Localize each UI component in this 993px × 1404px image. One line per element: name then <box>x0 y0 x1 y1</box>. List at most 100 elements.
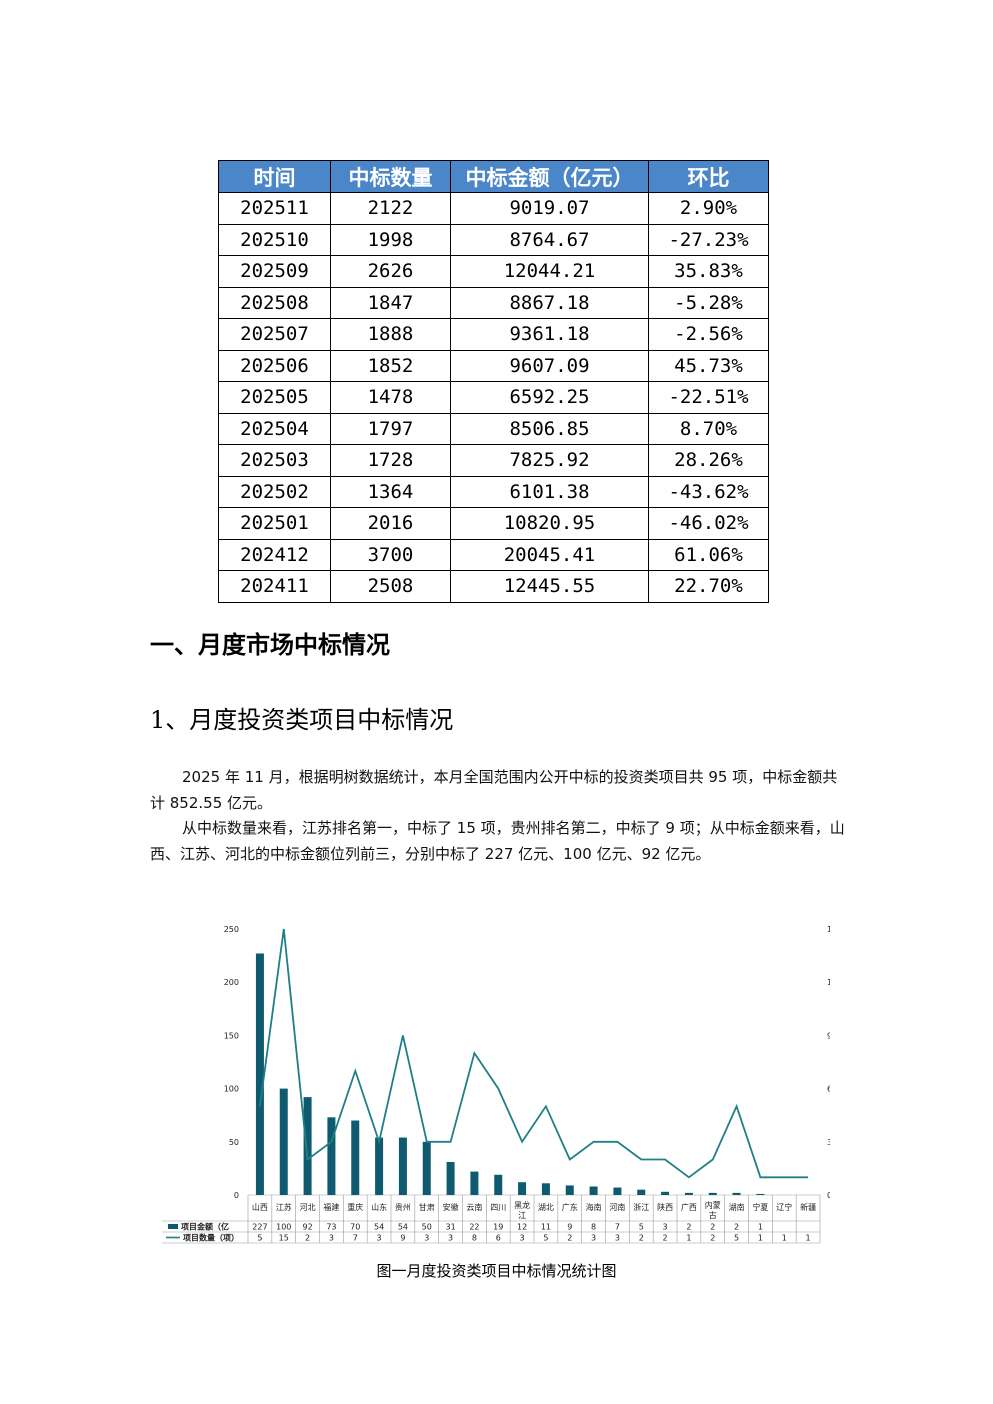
cell-mom: 22.70% <box>648 570 769 603</box>
category-label: 福建 <box>323 1202 339 1212</box>
data-label-amount: 7 <box>615 1223 620 1232</box>
data-label-count: 3 <box>424 1234 429 1243</box>
section-heading: 一、月度市场中标情况 <box>150 631 390 659</box>
cell-time: 202411 <box>218 570 331 603</box>
category-label: 重庆 <box>347 1202 363 1212</box>
table-row: 202504 1797 8506.85 8.70% <box>218 412 769 445</box>
header-mom: 环比 <box>648 160 769 193</box>
category-label: 陕西 <box>657 1202 673 1212</box>
data-label-count: 2 <box>567 1234 572 1243</box>
cell-time: 202502 <box>218 475 331 508</box>
cell-amount: 7825.92 <box>450 444 649 477</box>
table-row: 202502 1364 6101.38 -43.62% <box>218 475 769 508</box>
cell-amount: 12445.55 <box>450 570 649 603</box>
right-axis-tick: 0 <box>827 1191 830 1200</box>
cell-count: 3700 <box>330 538 451 571</box>
data-label-count: 3 <box>520 1234 525 1243</box>
data-label-amount: 227 <box>252 1223 267 1232</box>
cell-mom: -27.23% <box>648 223 769 256</box>
cell-count: 1797 <box>330 412 451 445</box>
legend-label-amount: 项目金额（亿 <box>181 1222 229 1232</box>
data-label-amount: 70 <box>350 1223 360 1232</box>
data-label-count: 2 <box>305 1234 310 1243</box>
data-label-count: 2 <box>663 1234 668 1243</box>
cell-mom: -2.56% <box>648 318 769 351</box>
cell-amount: 9361.18 <box>450 318 649 351</box>
data-label-amount: 50 <box>422 1223 432 1232</box>
cell-mom: -46.02% <box>648 507 769 540</box>
cell-count: 1478 <box>330 381 451 414</box>
bar-amount <box>327 1117 336 1195</box>
left-axis-tick: 50 <box>229 1138 239 1147</box>
category-label: 湖南 <box>729 1202 745 1212</box>
bar-amount <box>565 1185 574 1195</box>
table-row: 202509 2626 12044.21 35.83% <box>218 255 769 288</box>
data-label-count: 8 <box>472 1234 477 1243</box>
subsection-heading: 1、月度投资类项目中标情况 <box>150 706 454 734</box>
cell-count: 1847 <box>330 286 451 319</box>
bar-amount <box>351 1120 360 1195</box>
category-label: 江苏 <box>276 1202 292 1212</box>
data-label-count: 7 <box>353 1234 358 1243</box>
data-label-amount: 11 <box>541 1223 551 1232</box>
data-label-amount: 31 <box>445 1223 455 1232</box>
category-label: 山西 <box>252 1202 268 1212</box>
category-label: 新疆 <box>800 1202 816 1212</box>
cell-mom: 45.73% <box>648 349 769 382</box>
bar-amount <box>255 953 264 1195</box>
bar-amount <box>613 1187 622 1195</box>
category-label: 四川 <box>490 1203 506 1212</box>
table-row: 202411 2508 12445.55 22.70% <box>218 570 769 603</box>
data-label-amount: 92 <box>302 1223 312 1232</box>
cell-time: 202506 <box>218 349 331 382</box>
paragraph-ranking: 从中标数量来看，江苏排名第一，中标了 15 项，贵州排名第二，中标了 9 项；从… <box>150 819 845 863</box>
data-label-amount: 1 <box>758 1223 763 1232</box>
cell-time: 202511 <box>218 192 331 225</box>
right-axis-tick: 6 <box>827 1085 830 1094</box>
cell-amount: 6101.38 <box>450 475 649 508</box>
cell-count: 1364 <box>330 475 451 508</box>
data-label-amount: 54 <box>398 1223 408 1232</box>
data-label-count: 3 <box>448 1234 453 1243</box>
bar-amount <box>637 1189 646 1195</box>
right-axis-tick: 3 <box>827 1138 830 1147</box>
data-label-amount: 19 <box>493 1223 503 1232</box>
data-label-count: 3 <box>591 1234 596 1243</box>
left-axis-tick: 200 <box>224 978 239 987</box>
header-time: 时间 <box>218 160 331 193</box>
left-axis-tick: 0 <box>234 1191 239 1200</box>
bar-amount <box>398 1137 407 1195</box>
cell-time: 202503 <box>218 444 331 477</box>
data-label-count: 3 <box>615 1234 620 1243</box>
cell-count: 1728 <box>330 444 451 477</box>
cell-mom: 8.70% <box>648 412 769 445</box>
cell-time: 202505 <box>218 381 331 414</box>
data-label-amount: 2 <box>686 1223 691 1232</box>
bar-amount <box>756 1193 765 1195</box>
cell-time: 202412 <box>218 538 331 571</box>
cell-count: 1998 <box>330 223 451 256</box>
data-label-count: 3 <box>329 1234 334 1243</box>
data-label-count: 3 <box>377 1234 382 1243</box>
bar-amount <box>375 1137 384 1195</box>
data-label-count: 2 <box>710 1234 715 1243</box>
cell-amount: 12044.21 <box>450 255 649 288</box>
cell-mom: 2.90% <box>648 192 769 225</box>
bar-amount <box>589 1186 598 1195</box>
category-label: 河南 <box>609 1202 625 1212</box>
cell-count: 1852 <box>330 349 451 382</box>
bar-amount <box>470 1171 479 1195</box>
legend-label-count: 项目数量（项） <box>183 1233 239 1243</box>
data-label-count: 2 <box>639 1234 644 1243</box>
table-header-row: 时间 中标数量 中标金额（亿元） 环比 <box>218 160 769 193</box>
category-label: 安徽 <box>443 1202 459 1212</box>
category-label: 宁夏 <box>752 1202 768 1212</box>
cell-time: 202510 <box>218 223 331 256</box>
data-label-amount: 9 <box>567 1223 572 1232</box>
cell-count: 2508 <box>330 570 451 603</box>
table-row: 202507 1888 9361.18 -2.56% <box>218 318 769 351</box>
category-label: 广西 <box>681 1202 697 1212</box>
table-row: 202511 2122 9019.07 2.90% <box>218 192 769 225</box>
cell-amount: 9607.09 <box>450 349 649 382</box>
data-label-count: 6 <box>496 1234 501 1243</box>
